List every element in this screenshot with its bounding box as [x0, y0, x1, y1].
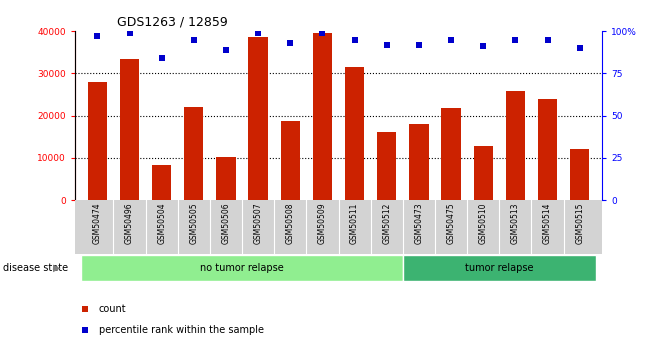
Text: count: count	[98, 304, 126, 314]
Point	[124, 30, 135, 36]
Bar	[152, 166, 171, 200]
Bar	[345, 67, 365, 200]
Point	[542, 37, 553, 42]
Text: GSM50513: GSM50513	[511, 203, 520, 244]
Point	[189, 37, 199, 42]
Bar	[312, 33, 332, 200]
Point	[350, 37, 360, 42]
Text: GSM50496: GSM50496	[125, 203, 134, 244]
Text: GSM50504: GSM50504	[157, 203, 166, 244]
Bar	[249, 37, 268, 200]
Text: GSM50511: GSM50511	[350, 203, 359, 244]
Point	[92, 33, 103, 39]
Text: no tumor relapse: no tumor relapse	[201, 263, 284, 273]
Point	[317, 30, 327, 36]
Text: GSM50507: GSM50507	[254, 203, 262, 244]
Point	[574, 45, 585, 51]
Point	[253, 30, 264, 36]
Bar	[441, 108, 461, 200]
Bar	[506, 91, 525, 200]
Text: tumor relapse: tumor relapse	[465, 263, 534, 273]
Point	[80, 328, 90, 333]
Bar	[377, 132, 396, 200]
Bar	[403, 255, 596, 281]
Text: GSM50508: GSM50508	[286, 203, 295, 244]
Text: GSM50510: GSM50510	[478, 203, 488, 244]
Point	[381, 42, 392, 47]
Point	[156, 55, 167, 61]
Point	[413, 42, 424, 47]
Bar	[570, 149, 589, 200]
Bar	[473, 146, 493, 200]
Point	[221, 47, 231, 52]
Bar	[538, 99, 557, 200]
Bar	[81, 255, 403, 281]
Text: GSM50505: GSM50505	[189, 203, 199, 244]
Point	[80, 306, 90, 312]
Bar	[409, 124, 428, 200]
Text: percentile rank within the sample: percentile rank within the sample	[98, 325, 264, 335]
Bar	[88, 82, 107, 200]
Text: GSM50473: GSM50473	[415, 203, 423, 244]
Bar	[120, 59, 139, 200]
Bar	[281, 121, 300, 200]
Point	[510, 37, 521, 42]
Bar	[216, 157, 236, 200]
Text: GSM50506: GSM50506	[221, 203, 230, 244]
Text: GSM50514: GSM50514	[543, 203, 552, 244]
Text: GSM50512: GSM50512	[382, 203, 391, 244]
Text: GDS1263 / 12859: GDS1263 / 12859	[117, 16, 228, 29]
Text: GSM50474: GSM50474	[93, 203, 102, 244]
Text: ▶: ▶	[53, 263, 61, 273]
Text: GSM50509: GSM50509	[318, 203, 327, 244]
Text: disease state: disease state	[3, 263, 68, 273]
Bar	[184, 107, 204, 200]
Text: GSM50475: GSM50475	[447, 203, 456, 244]
Point	[478, 43, 488, 49]
Text: GSM50515: GSM50515	[575, 203, 584, 244]
Point	[446, 37, 456, 42]
Point	[285, 40, 296, 46]
